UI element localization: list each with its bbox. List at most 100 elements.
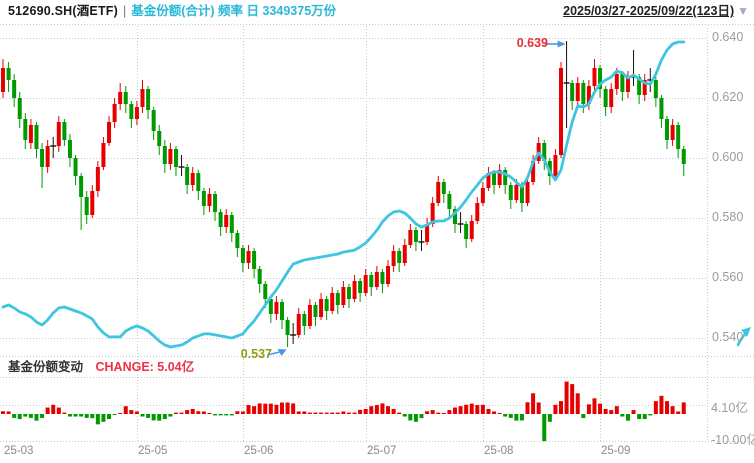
volume-bar[interactable] xyxy=(190,408,195,414)
volume-bar[interactable] xyxy=(492,411,497,414)
candle[interactable] xyxy=(168,143,173,170)
volume-bar[interactable] xyxy=(90,414,95,419)
candle[interactable] xyxy=(681,146,686,176)
volume-bar[interactable] xyxy=(559,401,563,414)
volume-bar[interactable] xyxy=(45,407,50,414)
candle[interactable] xyxy=(324,296,329,320)
candle[interactable] xyxy=(464,221,469,248)
candle[interactable] xyxy=(285,317,290,347)
volume-bar[interactable] xyxy=(475,405,480,414)
volume-bar[interactable] xyxy=(391,408,396,414)
candle[interactable] xyxy=(441,179,446,203)
candle[interactable] xyxy=(480,182,485,206)
candle[interactable] xyxy=(553,149,558,179)
volume-bar[interactable] xyxy=(358,409,363,414)
candle[interactable] xyxy=(134,101,139,125)
candle[interactable] xyxy=(346,284,351,308)
candle[interactable] xyxy=(274,296,279,320)
volume-bar[interactable] xyxy=(207,413,212,414)
candle[interactable] xyxy=(525,176,530,206)
volume-bar[interactable] xyxy=(408,414,413,421)
candle[interactable] xyxy=(6,62,11,92)
candle[interactable] xyxy=(162,140,167,173)
volume-bar[interactable] xyxy=(570,384,575,414)
candle[interactable] xyxy=(101,137,106,170)
candle[interactable] xyxy=(503,167,508,194)
volume-bar[interactable] xyxy=(291,403,296,414)
volume-bar[interactable] xyxy=(642,414,647,420)
volume-bar[interactable] xyxy=(469,403,474,414)
volume-bar[interactable] xyxy=(486,408,491,414)
volume-bar[interactable] xyxy=(56,407,61,414)
candle[interactable] xyxy=(319,293,324,320)
volume-bar[interactable] xyxy=(625,414,630,421)
volume-bar[interactable] xyxy=(452,407,457,414)
volume-bar[interactable] xyxy=(441,413,446,414)
candle[interactable] xyxy=(358,278,363,302)
volume-bar[interactable] xyxy=(464,404,469,414)
volume-bar[interactable] xyxy=(40,414,45,418)
volume-bar[interactable] xyxy=(1,411,5,414)
volume-bar[interactable] xyxy=(553,404,558,414)
candle[interactable] xyxy=(665,116,670,149)
candle[interactable] xyxy=(190,167,195,191)
volume-bar[interactable] xyxy=(129,410,134,414)
volume-bar[interactable] xyxy=(637,414,642,420)
volume-bar[interactable] xyxy=(620,414,625,417)
candle[interactable] xyxy=(676,122,681,158)
candle[interactable] xyxy=(536,137,541,164)
candle[interactable] xyxy=(341,281,346,308)
volume-bar[interactable] xyxy=(84,414,89,418)
candle[interactable] xyxy=(56,116,61,152)
candle[interactable] xyxy=(34,122,39,158)
candle[interactable] xyxy=(380,269,385,293)
volume-bar[interactable] xyxy=(480,404,485,414)
candle[interactable] xyxy=(575,77,580,107)
candle[interactable] xyxy=(157,125,162,155)
date-range-text[interactable]: 2025/03/27-2025/09/22(123日) xyxy=(563,4,735,18)
volume-bar[interactable] xyxy=(134,411,139,414)
volume-bar[interactable] xyxy=(542,414,547,442)
doji-candle[interactable] xyxy=(178,155,185,176)
candle[interactable] xyxy=(475,197,480,224)
candle[interactable] xyxy=(246,245,251,269)
volume-bar[interactable] xyxy=(62,412,67,414)
candle[interactable] xyxy=(425,218,430,245)
volume-bar[interactable] xyxy=(313,412,318,414)
doji-candle[interactable] xyxy=(50,137,57,158)
candle[interactable] xyxy=(90,185,95,218)
volume-bar[interactable] xyxy=(397,412,402,414)
candle[interactable] xyxy=(196,170,201,200)
candle[interactable] xyxy=(84,191,89,224)
volume-bar[interactable] xyxy=(302,411,307,414)
candle[interactable] xyxy=(296,308,301,338)
volume-bar[interactable] xyxy=(648,414,653,416)
volume-bar[interactable] xyxy=(257,403,262,414)
volume-bar[interactable] xyxy=(201,411,206,414)
candle[interactable] xyxy=(280,299,284,329)
volume-bar[interactable] xyxy=(173,412,178,414)
volume-bar[interactable] xyxy=(631,410,636,414)
candle[interactable] xyxy=(151,107,156,140)
candle[interactable] xyxy=(508,182,513,209)
volume-bar[interactable] xyxy=(34,414,39,421)
doji-candle[interactable] xyxy=(290,323,297,344)
candle[interactable] xyxy=(218,209,223,236)
candle[interactable] xyxy=(140,80,145,113)
volume-bar[interactable] xyxy=(681,402,686,414)
candle[interactable] xyxy=(252,248,257,278)
candle[interactable] xyxy=(268,296,273,323)
volume-bar[interactable] xyxy=(229,414,234,416)
volume-bar[interactable] xyxy=(73,414,78,417)
volume-bar[interactable] xyxy=(514,414,519,421)
volume-bar[interactable] xyxy=(6,411,11,414)
volume-bar[interactable] xyxy=(246,405,251,414)
volume-bar[interactable] xyxy=(386,406,391,414)
candle[interactable] xyxy=(386,260,391,287)
candle[interactable] xyxy=(408,224,413,248)
candle[interactable] xyxy=(302,311,307,335)
candle[interactable] xyxy=(603,86,608,116)
candle[interactable] xyxy=(185,164,190,194)
candle[interactable] xyxy=(240,245,245,272)
